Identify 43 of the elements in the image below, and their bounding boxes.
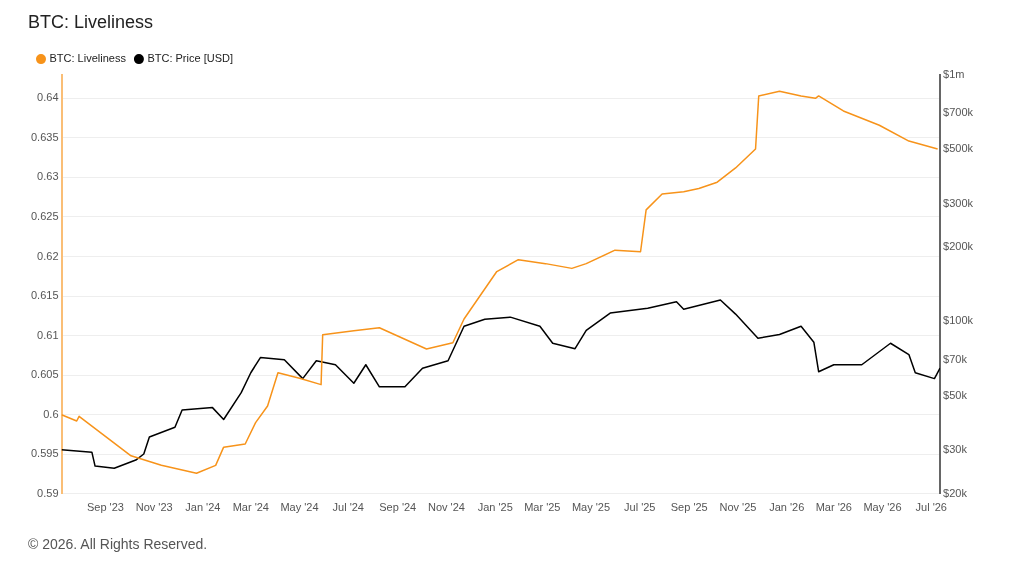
x-tick-label: Mar '25	[524, 501, 561, 514]
y2-tick-label: $100k	[943, 314, 974, 327]
y2-tick-label: $50k	[943, 388, 968, 401]
y-tick-label: 0.625	[31, 210, 59, 222]
x-tick-label: Sep '23	[86, 501, 124, 514]
y-tick-label: 0.6	[43, 407, 59, 420]
x-tick-label: Mar '26	[815, 501, 852, 514]
x-tick-label: Sep '25	[670, 501, 708, 514]
x-tick-label: Jul '24	[332, 501, 364, 514]
legend-label: BTC: Liveliness	[49, 52, 127, 65]
y2-tick-label: $200k	[943, 240, 974, 253]
legend-label: BTC: Price [USD]	[147, 52, 233, 65]
y2-tick-label: $20k	[943, 486, 968, 499]
y-tick-label: 0.62	[37, 249, 59, 262]
y-tick-label: 0.59	[37, 486, 59, 499]
y2-tick-label: $300k	[943, 196, 974, 209]
y2-tick-label: $30k	[943, 443, 968, 456]
x-tick-label: Jan '25	[477, 501, 513, 514]
y2-tick-label: $500k	[943, 141, 974, 154]
y2-tick-label: $700k	[943, 105, 974, 118]
y-tick-label: 0.635	[31, 130, 59, 143]
y2-tick-label: $1m	[943, 67, 965, 80]
y-tick-label: 0.615	[31, 289, 59, 302]
y-tick-label: 0.595	[31, 447, 59, 460]
y-tick-label: 0.64	[37, 91, 59, 104]
x-tick-label: Mar '24	[232, 501, 269, 514]
x-tick-label: May '26	[863, 501, 902, 514]
x-tick-label: Sep '24	[379, 501, 417, 514]
x-tick-label: Nov '24	[427, 501, 465, 514]
y-tick-label: 0.63	[37, 170, 59, 183]
text: © 2026. All Rights Reserved.	[28, 536, 209, 552]
x-tick-label: Nov '23	[135, 501, 173, 514]
y2-tick-label: $70k	[943, 352, 968, 365]
x-tick-label: Jan '26	[769, 501, 805, 514]
x-tick-label: Jul '26	[915, 501, 947, 514]
x-tick-label: Jul '25	[624, 501, 656, 514]
x-tick-label: May '24	[280, 501, 319, 514]
y-tick-label: 0.605	[31, 368, 59, 381]
x-tick-label: Nov '25	[719, 501, 757, 514]
y-tick-label: 0.61	[37, 328, 59, 341]
chart-title: BTC: Liveliness	[28, 11, 154, 32]
x-tick-label: Jan '24	[185, 501, 221, 514]
x-tick-label: May '25	[571, 501, 611, 514]
